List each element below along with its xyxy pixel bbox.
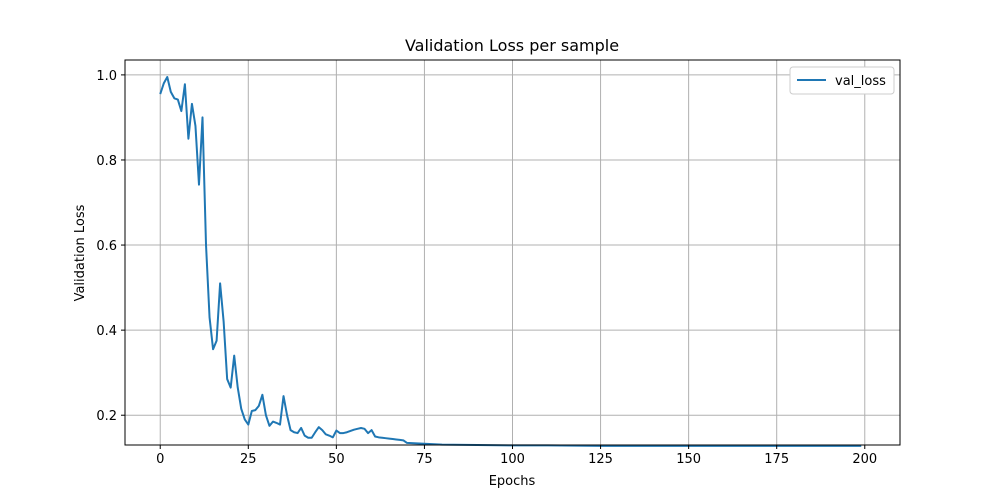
legend-label-val-loss: val_loss	[835, 74, 886, 89]
y-tick-label: 0.4	[96, 324, 117, 339]
x-tick-label: 175	[764, 452, 789, 467]
y-axis: 0.2 0.4 0.6 0.8 1.0	[96, 69, 125, 424]
x-tick-label: 50	[328, 452, 345, 467]
series-layer	[159, 76, 862, 447]
y-tick-label: 1.0	[96, 69, 117, 84]
chart-title: Validation Loss per sample	[405, 36, 619, 55]
y-axis-label: Validation Loss	[73, 204, 88, 301]
grid	[125, 60, 900, 445]
x-axis: 0 25 50 75 100 125 150 175 200	[156, 445, 877, 467]
x-tick-label: 200	[852, 452, 877, 467]
legend-box	[789, 66, 895, 95]
x-axis-label: Epochs	[489, 474, 536, 489]
y-tick-label: 0.6	[96, 239, 117, 254]
x-tick-label: 25	[240, 452, 257, 467]
x-tick-label: 100	[500, 452, 525, 467]
y-tick-label: 0.2	[96, 409, 117, 424]
legend: val_loss	[789, 66, 895, 95]
x-tick-label: 125	[588, 452, 613, 467]
x-tick-label: 150	[676, 452, 701, 467]
series-line-val-loss	[159, 76, 862, 447]
y-tick-label: 0.8	[96, 154, 117, 169]
x-tick-label: 0	[156, 452, 164, 467]
x-tick-label: 75	[416, 452, 433, 467]
